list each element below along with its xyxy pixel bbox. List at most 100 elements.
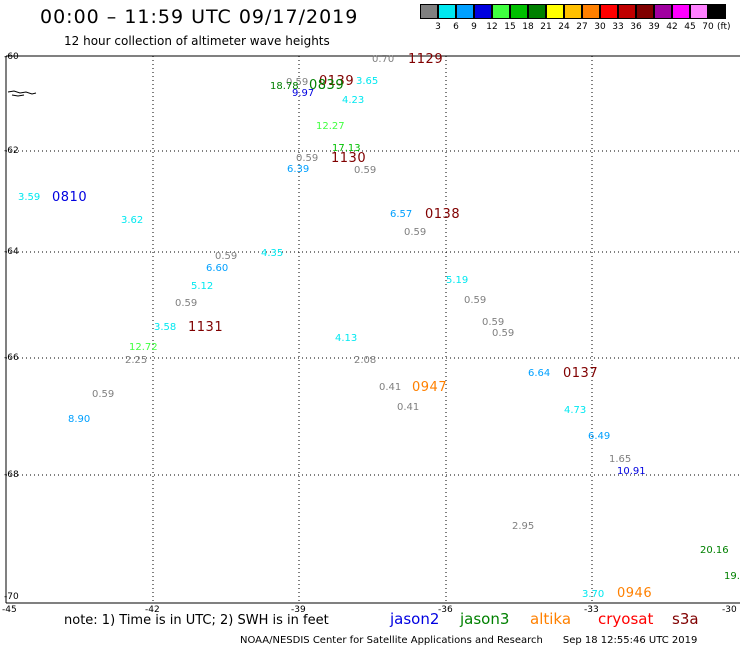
pass-time-label: 1131 [188,320,224,335]
legend-unit: (ft) [717,22,731,32]
lon-label: -36 [438,605,453,615]
lat-label: -66 [4,353,19,363]
legend-swatch [510,4,528,19]
legend-swatch [654,4,672,19]
legend-swatch [672,4,690,19]
legend-label: 21 [540,22,552,32]
wave-height-label: 8.90 [68,414,91,425]
wave-height-label: 0.59 [354,165,377,176]
wave-height-label: 18.78 [270,81,299,92]
wave-height-label: 4.23 [342,95,365,106]
wave-height-label: 9.97 [292,88,315,99]
legend-label: 30 [594,22,606,32]
wave-height-label: 0.59 [92,389,115,400]
pass-time-label: 1129 [408,52,444,67]
pass-time-label: 1130 [331,151,367,166]
legend-swatch [636,4,654,19]
legend-label: 45 [684,22,696,32]
legend-label: 24 [558,22,570,32]
wave-height-label: 6.60 [206,263,229,274]
map-subtitle: 12 hour collection of altimeter wave hei… [64,34,330,48]
note-text: note: 1) Time is in UTC; 2) SWH is in fe… [64,613,329,628]
legend-label: 9 [471,22,477,32]
grid-lines [6,56,740,603]
legend-label: 3 [435,22,441,32]
wave-height-label: 3.65 [356,76,379,87]
legend-swatch [582,4,600,19]
wave-height-label: 0.59 [286,77,309,88]
wave-height-label: 3.59 [18,192,41,203]
pass-time-label: 0947 [412,380,448,395]
satellite-label-cryosat: cryosat [598,610,654,628]
wave-height-label: 20.16 [700,545,729,556]
legend-swatch [546,4,564,19]
lon-label: -30 [722,605,737,615]
lat-label: -62 [4,146,19,156]
legend-label: 27 [576,22,588,32]
lat-label: -64 [4,247,19,257]
legend-swatch [600,4,618,19]
pass-time-label: 0137 [563,366,599,381]
island-coastline [7,90,37,97]
legend-label: 15 [504,22,516,32]
wave-height-label: 4.35 [261,248,284,259]
satellite-label-altika: altika [530,610,572,628]
wave-height-label: 3.58 [154,322,177,333]
wave-height-label: 2.08 [354,355,377,366]
wave-height-label: 0.59 [175,298,198,309]
wave-height-label: 0.59 [492,328,515,339]
legend-swatch [456,4,474,19]
legend-label: 70 [702,22,714,32]
map-title: 00:00 – 11:59 UTC 09/17/2019 [40,6,359,28]
wave-height-label: 6.49 [588,431,611,442]
wave-height-label: 6.64 [528,368,551,379]
wave-height-label: 3.62 [121,215,144,226]
wave-height-label: 0.59 [482,317,505,328]
wave-height-label: 0.41 [397,402,420,413]
lat-label: -68 [4,470,19,480]
legend-label: 12 [486,22,498,32]
wave-height-label: 3.70 [582,589,605,600]
legend-label: 36 [630,22,642,32]
wave-height-label: 12.72 [129,342,158,353]
legend-label: 42 [666,22,678,32]
footer-date: Sep 18 12:55:46 UTC 2019 [562,635,698,646]
wave-height-label: 6.57 [390,209,413,220]
wave-height-label: 0.59 [215,251,238,262]
wave-height-label: 5.12 [191,281,214,292]
lat-label: -70 [4,592,19,602]
wave-height-label: 2.25 [125,355,148,366]
wave-height-label: 0.70 [372,54,395,65]
legend-swatch [438,4,456,19]
pass-time-label: 0139 [319,74,355,89]
footer: NOAA/NESDIS Center for Satellite Applica… [240,635,697,646]
legend-swatch [492,4,510,19]
pass-time-label: 0839 [309,78,345,93]
satellite-label-s3a: s3a [672,610,699,628]
legend-swatch [708,4,726,19]
wave-height-label: 19. [724,571,740,582]
lon-label: -39 [291,605,306,615]
map-border [5,55,740,604]
wave-height-label: 0.59 [404,227,427,238]
legend-label: 18 [522,22,534,32]
legend-label: 33 [612,22,624,32]
lon-label: -33 [584,605,599,615]
satellite-label-jason2: jason2 [390,610,440,628]
wave-height-label: 12.27 [316,121,345,132]
legend-swatch [564,4,582,19]
lon-label: -45 [2,605,17,615]
wave-height-label: 6.39 [287,164,310,175]
wave-height-label: 0.59 [296,153,319,164]
pass-time-label: 0810 [52,190,88,205]
lon-label: -42 [145,605,160,615]
wave-height-label: 5.19 [446,275,469,286]
lat-label: -60 [4,52,19,62]
wave-height-label: 2.95 [512,521,535,532]
wave-height-label: 0.41 [379,382,402,393]
wave-height-label: 10.91 [617,466,646,477]
footer-credit: NOAA/NESDIS Center for Satellite Applica… [240,635,543,646]
legend-swatch [618,4,636,19]
wave-height-label: 0.59 [464,295,487,306]
wave-height-label: 1.65 [609,454,632,465]
